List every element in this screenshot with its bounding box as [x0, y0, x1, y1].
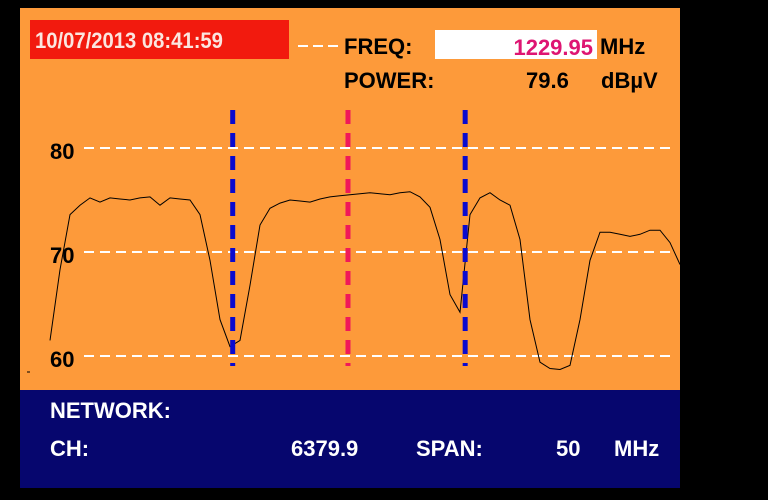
ch-value: 6379.9	[291, 436, 359, 461]
datetime-text: 10/07/2013 08:41:59	[35, 28, 223, 53]
datetime-badge: 10/07/2013 08:41:59	[30, 20, 289, 59]
freq-label: FREQ:	[344, 34, 413, 59]
freq-unit: MHz	[600, 34, 646, 59]
span-label: SPAN:	[416, 436, 483, 461]
power-unit: dBµV	[601, 68, 658, 93]
freq-value: 1229.95	[513, 35, 593, 60]
span-value: 50	[556, 436, 581, 461]
y-tick-70: 70	[50, 243, 75, 268]
network-label: NETWORK:	[50, 398, 171, 423]
power-label: POWER:	[344, 68, 435, 93]
info-panel	[20, 390, 680, 488]
power-value: 79.6	[526, 68, 569, 93]
y-tick-60: 60	[50, 347, 75, 372]
freq-input[interactable]: 1229.95	[435, 30, 597, 60]
ch-label: CH:	[50, 436, 90, 461]
y-tick-80: 80	[50, 139, 75, 164]
spectrum-trace	[49, 191, 681, 371]
span-unit: MHz	[614, 436, 660, 461]
